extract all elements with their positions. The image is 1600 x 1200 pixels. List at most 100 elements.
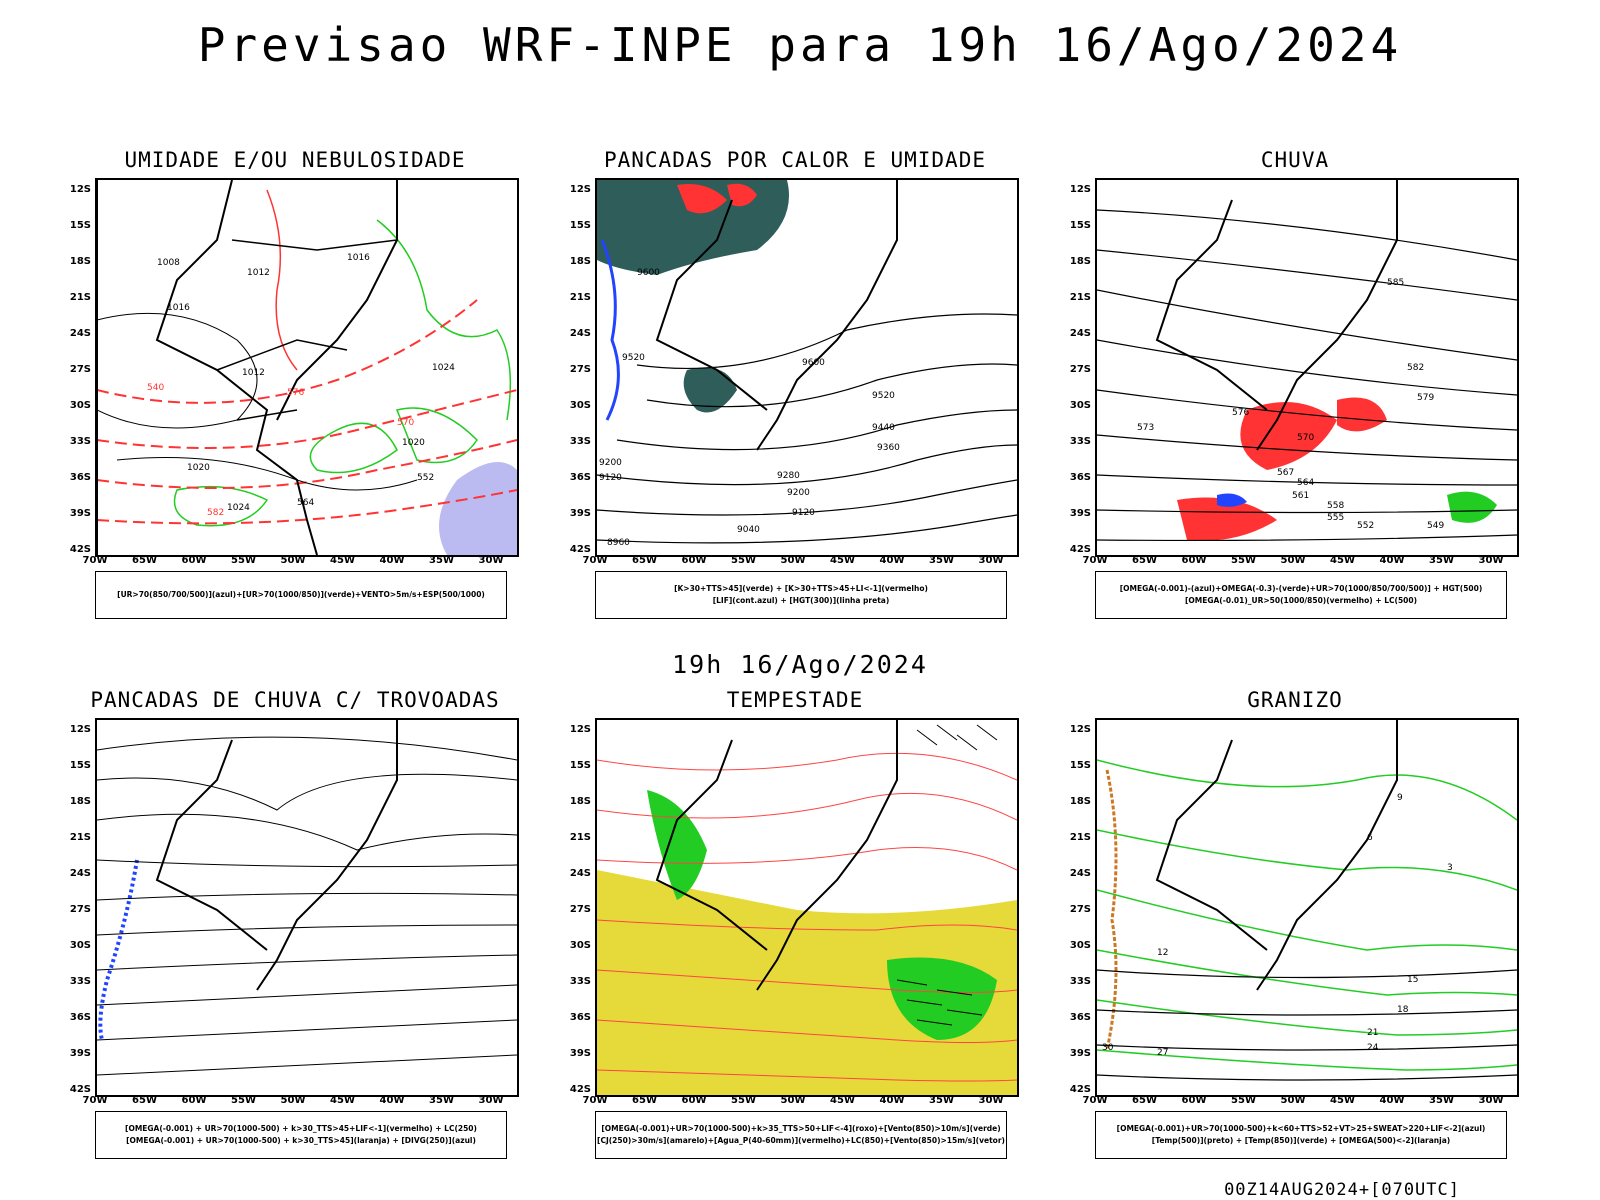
- coastline: [155, 720, 398, 991]
- wet-region: [439, 462, 517, 555]
- lat-tick-label: 36S: [569, 472, 591, 483]
- lon-tick-label: 40W: [879, 555, 905, 566]
- lat-axis: 12S 15S 18S 21S 24S 27S 30S 33S 36S 39S 42S: [55, 718, 93, 1095]
- lat-tick-label: 12S: [1069, 184, 1091, 195]
- wind-vectors: [896, 724, 998, 1026]
- red-streamline: [597, 792, 1017, 821]
- legend-line: [UR>70(850/700/500)](azul)+[UR>70(1000/8…: [117, 590, 485, 599]
- lon-tick-label: 55W: [731, 555, 756, 566]
- lat-tick-label: 36S: [69, 1012, 91, 1023]
- panel-legend: [UR>70(850/700/500)](azul)+[UR>70(1000/8…: [95, 571, 507, 619]
- map-granizo: 12 15 18 21 24 27 30 3 6 9: [1097, 720, 1517, 1081]
- lat-axis: 12S 15S 18S 21S 24S 27S 30S 33S 36S 39S 42S: [55, 178, 93, 555]
- lon-tick-label: 35W: [929, 555, 954, 566]
- contour-label: 9120: [792, 508, 815, 518]
- lon-tick-label: 60W: [681, 1095, 707, 1106]
- lon-tick-label: 40W: [1379, 555, 1405, 566]
- contour-label: 576: [287, 388, 304, 398]
- lon-tick-label: 45W: [1330, 1095, 1355, 1106]
- contour-label: 1024: [227, 503, 250, 513]
- lon-tick-label: 50W: [280, 555, 306, 566]
- contour-label: 1020: [402, 438, 425, 448]
- red-dashed-contour: [97, 489, 517, 525]
- red-dashed-contour: [97, 299, 478, 404]
- lon-tick-label: 30W: [978, 1095, 1004, 1106]
- page-title: Previsao WRF-INPE para 19h 16/Ago/2024: [197, 18, 1403, 72]
- lon-tick-label: 35W: [1429, 555, 1454, 566]
- lon-tick-label: 70W: [82, 1095, 108, 1106]
- lon-tick-label: 45W: [330, 1095, 355, 1106]
- legend-line: [OMEGA(-0.001) + UR>70(1000-500) + k>30_…: [125, 1124, 477, 1133]
- streamline: [97, 859, 517, 868]
- map-umidade: 1016 1012 1008 1020 1024 1016 1012 1020 …: [97, 180, 517, 555]
- lat-tick-label: 42S: [1069, 544, 1091, 555]
- lat-tick-label: 12S: [69, 724, 91, 735]
- lat-tick-label: 42S: [69, 1084, 91, 1095]
- contour-label: 1008: [157, 258, 180, 268]
- contour-label: 570: [1297, 433, 1314, 443]
- red-contour: [266, 189, 298, 371]
- lat-tick-label: 33S: [569, 436, 591, 447]
- height-contour: [1097, 534, 1517, 542]
- lon-tick-label: 65W: [632, 555, 657, 566]
- lon-tick-label: 70W: [1082, 555, 1108, 566]
- red-dashed-contour: [97, 439, 517, 489]
- map-tempestade: [597, 720, 1017, 1095]
- height-contour: [636, 313, 1017, 369]
- coastline: [655, 720, 898, 991]
- blue-contour: [600, 239, 620, 421]
- lon-tick-label: 60W: [1181, 555, 1207, 566]
- map-chuva: 585 582 579 576 573 570 567 564 561 558 …: [1097, 180, 1517, 542]
- lat-tick-label: 21S: [569, 292, 591, 303]
- contour-label: 573: [1137, 423, 1154, 433]
- height-contour: [597, 444, 1017, 486]
- lon-tick-label: 35W: [1429, 1095, 1454, 1106]
- streamline: [97, 736, 517, 761]
- panel-legend: [OMEGA(-0.001)+UR>70(1000-500)+k>35_TTS>…: [595, 1111, 1007, 1159]
- legend-line: [K>30+TTS>45](verde) + [K>30+TTS>45+LI<-…: [674, 584, 928, 593]
- green-contour: [376, 219, 512, 421]
- lon-tick-label: 65W: [632, 1095, 657, 1106]
- lat-tick-label: 30S: [69, 940, 91, 951]
- lat-tick-label: 18S: [569, 256, 591, 267]
- lat-tick-label: 18S: [569, 796, 591, 807]
- lat-tick-label: 27S: [69, 904, 91, 915]
- legend-line: [Temp(500)](preto) + [Temp(850)](verde) …: [1151, 1136, 1451, 1145]
- green-rain-area: [1447, 491, 1497, 523]
- lon-tick-label: 60W: [681, 555, 707, 566]
- lat-tick-label: 12S: [1069, 724, 1091, 735]
- lon-tick-label: 50W: [280, 1095, 306, 1106]
- contour-label: 6: [1367, 833, 1373, 843]
- coastline: [655, 180, 898, 451]
- lat-tick-label: 27S: [569, 364, 591, 375]
- panel-legend: [OMEGA(-0.001) + UR>70(1000-500) + k>30_…: [95, 1111, 507, 1159]
- green-temp-contour: [1097, 759, 1517, 821]
- lon-tick-label: 30W: [478, 1095, 504, 1106]
- height-contour: [1097, 474, 1517, 486]
- lon-tick-label: 70W: [582, 1095, 608, 1106]
- lat-axis: 12S 15S 18S 21S 24S 27S 30S 33S 36S 39S 42S: [555, 178, 593, 555]
- lat-tick-label: 21S: [69, 832, 91, 843]
- lat-axis: 12S 15S 18S 21S 24S 27S 30S 33S 36S 39S 42S: [555, 718, 593, 1095]
- contour-label: 15: [1407, 975, 1418, 985]
- map-frame: 1016 1012 1008 1020 1024 1016 1012 1020 …: [95, 178, 519, 557]
- lon-tick-label: 30W: [978, 555, 1004, 566]
- green-contour: [309, 422, 398, 474]
- lon-tick-label: 60W: [1181, 1095, 1207, 1106]
- height-contour: [1097, 389, 1517, 431]
- contour-label: 9360: [877, 443, 900, 453]
- lat-tick-label: 12S: [69, 184, 91, 195]
- isobar: [97, 312, 258, 429]
- blue-divergence: [98, 859, 139, 1041]
- lat-tick-label: 12S: [569, 184, 591, 195]
- contour-label: 9120: [599, 473, 622, 483]
- contour-label: 30: [1102, 1043, 1114, 1053]
- red-rain-area: [1177, 497, 1277, 541]
- green-temp-contour: [1097, 889, 1517, 951]
- streamline: [97, 954, 517, 971]
- lon-tick-label: 65W: [1132, 555, 1157, 566]
- lat-tick-label: 42S: [569, 1084, 591, 1095]
- contour-label: 9600: [802, 358, 825, 368]
- lon-tick-label: 45W: [830, 555, 855, 566]
- contour-label: 9: [1397, 793, 1403, 803]
